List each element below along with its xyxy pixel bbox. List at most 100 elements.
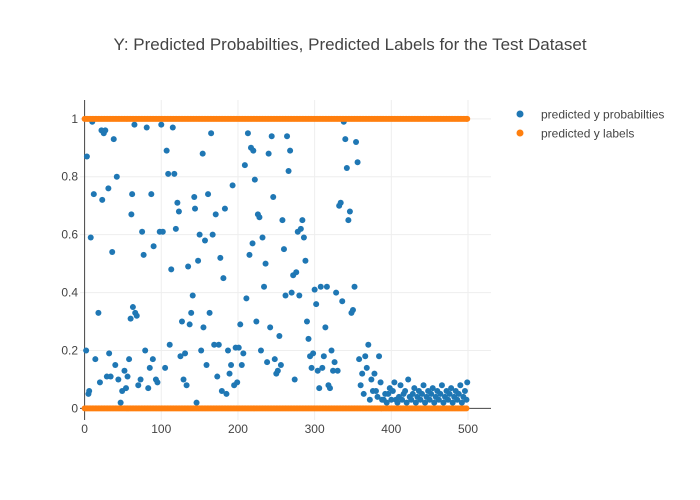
probability-point [256,214,263,221]
probability-point [117,399,124,406]
probability-point [90,191,97,198]
probability-point [198,347,205,354]
probability-point [311,286,318,293]
probability-point [300,234,307,241]
probability-point [437,390,444,397]
probability-point [158,121,165,128]
probability-point [399,396,406,403]
probability-point [268,133,275,140]
probability-point [212,211,219,218]
probability-point [354,159,361,166]
probability-point [221,205,228,212]
probability-point [357,382,364,389]
probability-point [214,373,221,380]
probability-point [394,399,401,406]
probability-point [185,263,192,270]
probability-point [238,361,245,368]
probability-point [365,341,372,348]
probability-point [448,385,455,392]
probability-point [454,396,461,403]
probability-point [284,133,291,140]
probability-point [293,269,300,276]
probability-point [385,390,392,397]
probability-point [154,379,161,386]
legend-item-labels[interactable]: predicted y labels [516,127,635,141]
x-tick-labels: 0 100 200 300 400 500 [81,422,478,436]
probability-point [129,191,136,198]
probability-point [165,170,172,177]
legend[interactable]: predicted y probabilties predicted y lab… [516,108,665,141]
probability-point [270,194,277,201]
probability-point [127,315,134,322]
probability-point [282,292,289,299]
probability-point [261,283,268,290]
probability-point [86,388,93,395]
probability-point [217,254,224,261]
probability-point [112,361,119,368]
probability-point [115,376,122,383]
probability-point [271,356,278,363]
probability-point [265,150,272,157]
probability-point [449,399,456,406]
probability-point [264,359,271,366]
probability-point [121,367,128,374]
probability-point [175,208,182,215]
x-tick-label: 400 [381,422,401,436]
probability-point [183,382,190,389]
probability-point [389,388,396,395]
probability-point [317,283,324,290]
probability-point [146,364,153,371]
probability-point [235,344,242,351]
probability-point [314,367,321,374]
label-point-zero [463,405,470,412]
probability-point [95,309,102,316]
probability-point [149,356,156,363]
probability-point [331,359,338,366]
probability-point [129,304,136,311]
probability-point [353,138,360,145]
probability-point [403,399,410,406]
probability-point [337,199,344,206]
label-point-one [464,115,471,122]
probability-point [285,167,292,174]
legend-marker-probabilities [516,110,524,118]
probability-point [223,390,230,397]
probability-point [96,379,103,386]
probability-point [440,399,447,406]
legend-item-probabilities[interactable]: predicted y probabilties [516,108,665,122]
probability-point [435,396,442,403]
probability-point [191,194,198,201]
probability-point [123,385,130,392]
probability-point [351,283,358,290]
probability-point [172,225,179,232]
x-tick-label: 0 [81,422,88,436]
probability-point [177,353,184,360]
probability-point [206,309,213,316]
probability-point [322,324,329,331]
probability-point [334,367,341,374]
probability-point [192,205,199,212]
probability-point [246,251,253,258]
probability-point [145,385,152,392]
chart-title: Y: Predicted Probabilties, Predicted Lab… [113,35,586,54]
probability-point [257,347,264,354]
probability-point [455,390,462,397]
probability-point [205,191,212,198]
probability-point [166,341,173,348]
probability-point [200,324,207,331]
probability-point [412,399,419,406]
probability-point [137,376,144,383]
probability-point [343,165,350,172]
probability-point [409,390,416,397]
probability-point [224,347,231,354]
x-tick-label: 100 [151,422,171,436]
probability-point [229,182,236,189]
probability-point [240,350,247,357]
probability-point [142,347,149,354]
y-tick-label: 1 [71,112,78,126]
probability-point [107,373,114,380]
probability-point [218,388,225,395]
probability-point [241,162,248,169]
probability-point [457,382,464,389]
probability-point [328,347,335,354]
